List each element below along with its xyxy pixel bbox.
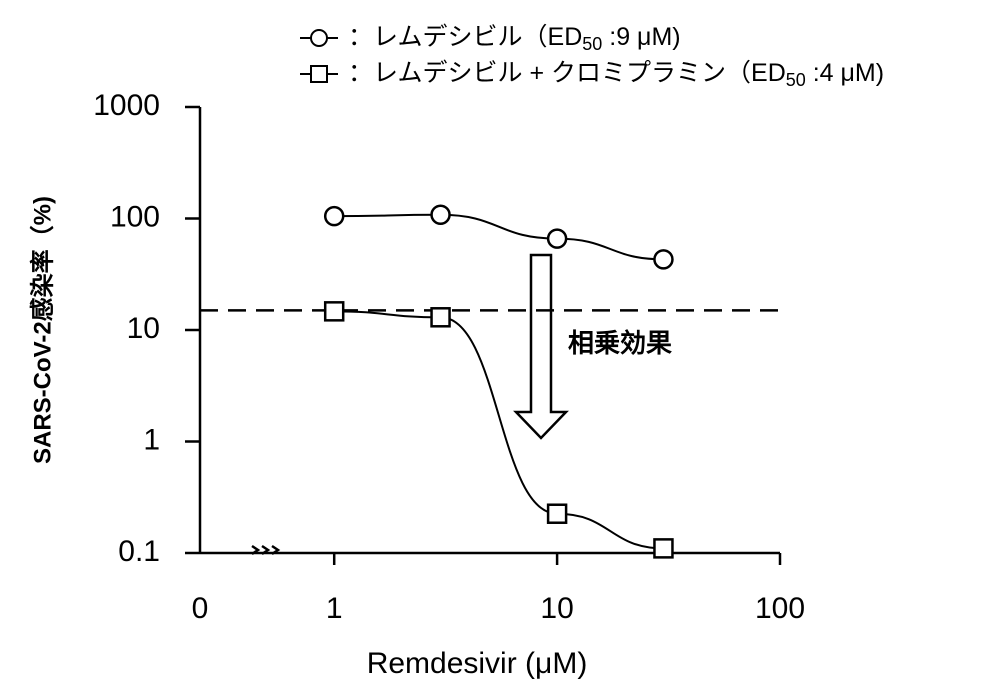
legend-ed-sub: 50 bbox=[582, 34, 602, 54]
x-tick-label: 100 bbox=[755, 592, 805, 625]
y-tick-label: 100 bbox=[110, 200, 160, 233]
legend-label: ：レムデシビル（ED50 :9 μM) bbox=[348, 23, 681, 54]
legend-ed-sub: 50 bbox=[786, 70, 806, 90]
legend-ed: （ED bbox=[523, 23, 583, 51]
legend-name: レムデシビル bbox=[373, 23, 523, 51]
legend-marker bbox=[310, 65, 328, 83]
y-tick-label: 10 bbox=[127, 312, 160, 345]
x-tick-label: 10 bbox=[540, 592, 573, 625]
x-tick-label: 1 bbox=[326, 592, 343, 625]
y-axis-label: SARS-CoV-2感染率（%) bbox=[28, 196, 56, 464]
legend-ed-value: :9 μM) bbox=[602, 23, 680, 51]
legend-sep: ： bbox=[348, 59, 373, 87]
series-line bbox=[334, 213, 664, 261]
legend-marker bbox=[310, 29, 328, 47]
annotation: 相乗効果 bbox=[568, 328, 672, 358]
y-tick-label: 1000 bbox=[93, 89, 160, 122]
point bbox=[653, 538, 674, 559]
point bbox=[430, 307, 451, 328]
x-zero-label: 0 bbox=[192, 592, 209, 625]
y-tick-label: 0.1 bbox=[118, 535, 160, 568]
point bbox=[546, 228, 568, 249]
point bbox=[430, 204, 451, 226]
point bbox=[323, 301, 345, 322]
legend-ed: （ED bbox=[726, 59, 786, 87]
legend-label: ：レムデシビル + クロミプラミン（ED50 :4 μM) bbox=[348, 59, 884, 90]
point bbox=[653, 249, 674, 270]
arrow bbox=[513, 253, 569, 440]
legend-name: レムデシビル + クロミプラミン bbox=[373, 59, 726, 87]
legend-sep: ： bbox=[348, 23, 373, 51]
x-axis-label: Remdesivir (μM) bbox=[367, 647, 588, 680]
series-line bbox=[334, 310, 664, 550]
point bbox=[323, 205, 345, 227]
point bbox=[546, 503, 568, 524]
y-tick-label: 1 bbox=[143, 423, 160, 456]
legend-ed-value: :4 μM) bbox=[806, 59, 884, 87]
